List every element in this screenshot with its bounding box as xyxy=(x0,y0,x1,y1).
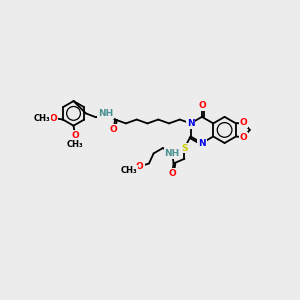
Text: O: O xyxy=(198,101,206,110)
Text: CH₃: CH₃ xyxy=(34,113,50,122)
Text: CH₃: CH₃ xyxy=(67,140,83,149)
Text: O: O xyxy=(168,169,176,178)
Text: CH₃: CH₃ xyxy=(121,166,137,175)
Text: O: O xyxy=(240,133,248,142)
Text: O: O xyxy=(110,125,118,134)
Text: N: N xyxy=(198,139,206,148)
Text: O: O xyxy=(136,162,144,171)
Text: N: N xyxy=(187,119,194,128)
Text: S: S xyxy=(181,143,188,152)
Text: NH: NH xyxy=(98,109,113,118)
Text: O: O xyxy=(240,118,248,127)
Text: NH: NH xyxy=(164,149,180,158)
Text: O: O xyxy=(50,113,58,122)
Text: O: O xyxy=(71,131,79,140)
